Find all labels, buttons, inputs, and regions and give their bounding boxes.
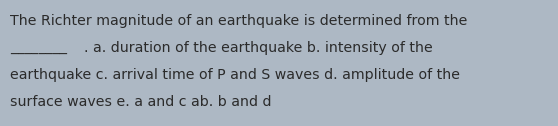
Text: . a. duration of the earthquake b. intensity of the: . a. duration of the earthquake b. inten… xyxy=(84,41,432,55)
Text: ________: ________ xyxy=(10,41,67,55)
Text: earthquake c. arrival time of P and S waves d. amplitude of the: earthquake c. arrival time of P and S wa… xyxy=(10,68,460,82)
Text: The Richter magnitude of an earthquake is determined from the: The Richter magnitude of an earthquake i… xyxy=(10,14,468,28)
Text: surface waves e. a and c ab. b and d: surface waves e. a and c ab. b and d xyxy=(10,95,272,109)
